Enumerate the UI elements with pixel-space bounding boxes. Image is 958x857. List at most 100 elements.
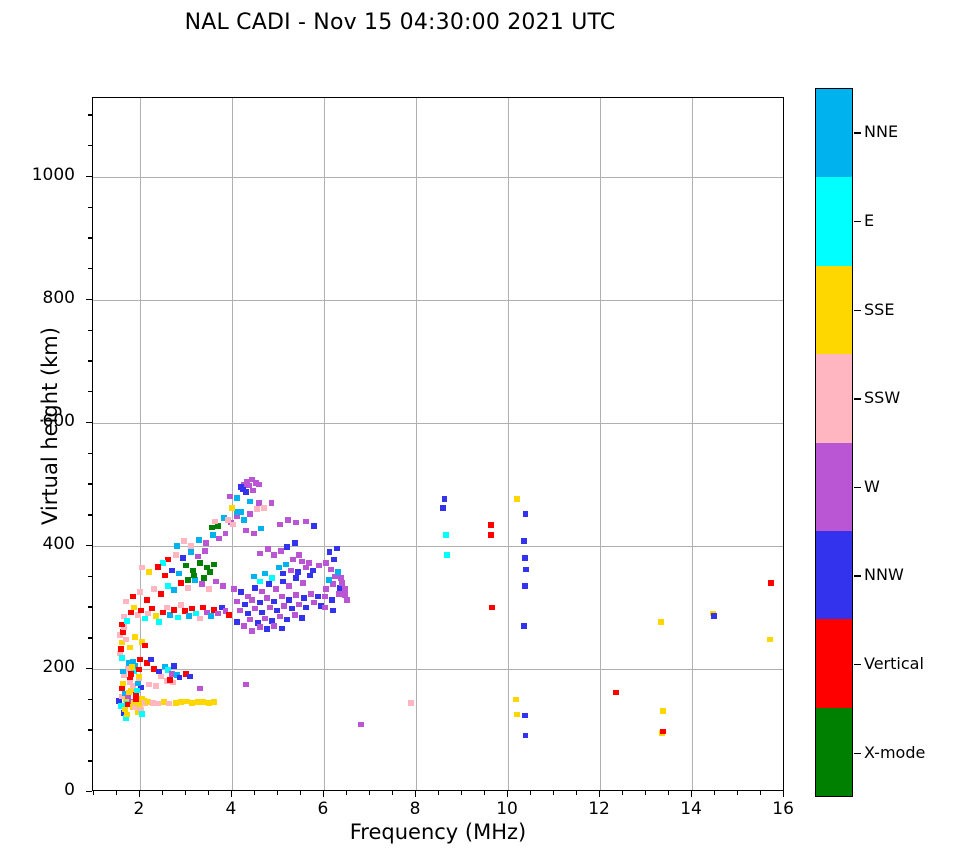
x-tick-minor bbox=[484, 791, 486, 795]
data-point bbox=[152, 683, 159, 689]
data-point bbox=[341, 592, 348, 598]
data-point bbox=[278, 625, 285, 632]
x-tick-label: 6 bbox=[317, 799, 329, 819]
data-point bbox=[119, 668, 126, 675]
data-point bbox=[118, 655, 125, 661]
data-point bbox=[167, 612, 174, 618]
y-tick-minor bbox=[88, 575, 92, 578]
data-point bbox=[276, 613, 283, 620]
data-point bbox=[323, 586, 330, 592]
data-point bbox=[280, 570, 287, 577]
data-point bbox=[306, 560, 313, 566]
data-point bbox=[139, 711, 146, 717]
data-point bbox=[257, 550, 264, 557]
data-point bbox=[271, 598, 278, 605]
data-point bbox=[135, 673, 142, 680]
x-tick-minor bbox=[530, 791, 532, 795]
data-point bbox=[488, 532, 495, 538]
data-point bbox=[522, 732, 529, 739]
data-point bbox=[247, 498, 254, 505]
data-point bbox=[158, 673, 165, 680]
data-point bbox=[174, 614, 181, 621]
data-point bbox=[246, 482, 253, 489]
data-point bbox=[251, 530, 257, 537]
data-point bbox=[261, 504, 268, 511]
data-point bbox=[176, 674, 183, 681]
data-point bbox=[203, 564, 210, 571]
colorbar-segment-vertical[interactable] bbox=[816, 619, 852, 708]
data-point bbox=[295, 568, 302, 575]
data-point bbox=[275, 564, 282, 571]
data-point bbox=[133, 687, 140, 694]
colorbar-segment-nne[interactable] bbox=[816, 89, 852, 178]
data-point bbox=[121, 706, 128, 713]
data-point bbox=[155, 700, 162, 707]
data-point bbox=[325, 576, 332, 583]
data-point bbox=[148, 656, 155, 663]
colorbar-label-nnw: NNW bbox=[864, 565, 904, 585]
data-point bbox=[219, 583, 226, 589]
data-point bbox=[149, 700, 156, 706]
data-point bbox=[293, 592, 300, 598]
data-point bbox=[146, 568, 153, 575]
data-point bbox=[258, 525, 265, 532]
x-tick-major bbox=[230, 791, 233, 797]
data-point bbox=[139, 639, 146, 645]
data-point bbox=[145, 610, 152, 617]
data-point bbox=[242, 488, 249, 495]
data-point bbox=[271, 623, 278, 629]
data-point bbox=[263, 626, 270, 632]
data-point bbox=[186, 673, 193, 680]
data-point bbox=[251, 605, 258, 612]
x-tick-major bbox=[507, 791, 509, 797]
data-point bbox=[233, 495, 240, 501]
data-point bbox=[521, 583, 528, 589]
data-point bbox=[268, 500, 275, 506]
colorbar-segment-nnw[interactable] bbox=[816, 530, 852, 620]
data-point bbox=[132, 663, 139, 669]
colorbar-segment-x-mode[interactable] bbox=[816, 707, 852, 796]
data-point bbox=[195, 536, 202, 543]
x-tick-minor bbox=[253, 791, 256, 795]
data-point bbox=[249, 628, 256, 634]
data-point bbox=[272, 586, 279, 592]
data-point bbox=[200, 699, 207, 705]
y-tick-major bbox=[86, 421, 92, 424]
data-point bbox=[283, 561, 290, 568]
y-tick-label: 600 bbox=[42, 410, 75, 431]
data-point bbox=[296, 601, 303, 608]
y-tick-minor bbox=[88, 329, 92, 331]
colorbar-segment-w[interactable] bbox=[816, 442, 852, 531]
x-axis-label: Frequency (MHz) bbox=[349, 820, 527, 844]
gridline-vertical bbox=[415, 98, 417, 790]
data-point bbox=[173, 543, 180, 549]
gridline-horizontal bbox=[93, 545, 783, 547]
data-point bbox=[205, 700, 212, 706]
data-point bbox=[233, 509, 240, 515]
colorbar-segment-sse[interactable] bbox=[816, 265, 852, 355]
plot-area[interactable] bbox=[92, 97, 784, 791]
data-point bbox=[521, 712, 528, 719]
data-point bbox=[135, 709, 142, 715]
data-point bbox=[247, 511, 254, 517]
data-point bbox=[178, 602, 185, 608]
x-tick-minor bbox=[368, 791, 371, 795]
x-tick-minor bbox=[714, 791, 716, 795]
data-point bbox=[159, 609, 166, 616]
data-point bbox=[302, 518, 309, 525]
colorbar-segment-e[interactable] bbox=[816, 177, 852, 266]
data-point bbox=[182, 608, 188, 614]
y-tick-minor bbox=[88, 452, 92, 454]
data-point bbox=[514, 496, 521, 502]
data-point bbox=[159, 560, 166, 566]
x-tick-minor bbox=[668, 791, 670, 795]
data-point bbox=[329, 597, 336, 603]
data-point bbox=[256, 578, 263, 585]
x-tick-minor bbox=[207, 791, 210, 795]
colorbar-label-w: W bbox=[864, 476, 880, 496]
colorbar-segment-ssw[interactable] bbox=[816, 354, 852, 443]
gridline-vertical bbox=[139, 98, 141, 790]
data-point bbox=[204, 609, 211, 616]
colorbar[interactable] bbox=[815, 88, 853, 797]
